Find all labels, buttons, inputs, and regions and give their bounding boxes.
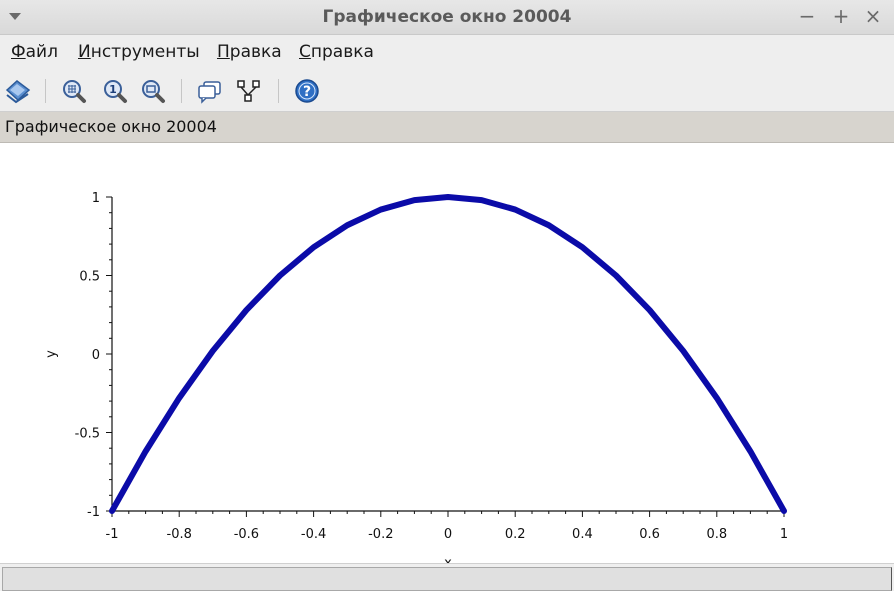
- menu-edit-mnemonic: П: [217, 42, 230, 62]
- x-tick-label: -0.2: [368, 527, 393, 542]
- menu-tools-label: нструменты: [90, 42, 200, 62]
- x-tick-label: -1: [106, 527, 119, 542]
- x-tick-label: 0.2: [505, 527, 526, 542]
- series-line: [109, 194, 787, 514]
- rotate-icon[interactable]: [4, 77, 32, 105]
- menu-tools-mnemonic: И: [78, 42, 91, 62]
- x-tick-label: -0.6: [234, 527, 259, 542]
- y-tick-label: -0.5: [75, 427, 100, 442]
- toolbar-separator: [45, 79, 46, 103]
- editor-icon[interactable]: [235, 77, 263, 105]
- x-tick-label: 0: [444, 527, 452, 542]
- svg-text:?: ?: [303, 84, 311, 100]
- toolbar: 1 ?: [0, 69, 894, 112]
- menu-tools[interactable]: Инструменты: [78, 35, 200, 69]
- y-tick-label: 0: [92, 348, 100, 363]
- menu-bar: Файл Инструменты Правка Справка: [0, 35, 894, 69]
- x-tick-label: 0.8: [706, 527, 727, 542]
- help-icon[interactable]: ?: [293, 77, 321, 105]
- minimize-button[interactable]: −: [798, 4, 816, 28]
- menu-help-mnemonic: С: [299, 42, 311, 62]
- x-tick-label: 0.4: [572, 527, 593, 542]
- y-tick-label: 1: [92, 191, 100, 206]
- x-tick-label: 0.6: [639, 527, 660, 542]
- menu-help-label: правка: [310, 42, 374, 62]
- window-title: Графическое окно 20004: [322, 7, 572, 27]
- toolbar-separator: [181, 79, 182, 103]
- menu-edit-label: равка: [229, 42, 282, 62]
- title-bar: Графическое окно 20004 − + ×: [0, 0, 894, 35]
- x-tick-label: 1: [780, 527, 788, 542]
- menu-file-mnemonic: Ф: [11, 42, 26, 62]
- message-field: [2, 567, 892, 591]
- zoom-out-icon[interactable]: [139, 77, 167, 105]
- zoom-original-icon[interactable]: 1: [101, 77, 129, 105]
- chart[interactable]: -1 -0.8 -0.6 -0.4 -0.2 0 0.2 0.4 0.6 0.8 1 1 0.5 0 -0.…: [0, 143, 894, 571]
- bottom-bar: [0, 563, 894, 591]
- menu-file-label: айл: [25, 42, 58, 62]
- close-button[interactable]: ×: [864, 4, 882, 28]
- menu-file[interactable]: Файл: [11, 35, 58, 69]
- menu-help[interactable]: Справка: [299, 35, 374, 69]
- x-tick-label: -0.8: [167, 527, 192, 542]
- x-tick-label: -0.4: [301, 527, 326, 542]
- svg-text:1: 1: [109, 83, 117, 96]
- zoom-in-icon[interactable]: [60, 77, 88, 105]
- info-bar-text: Графическое окно 20004: [5, 117, 217, 136]
- menu-edit[interactable]: Правка: [217, 35, 282, 69]
- x-axis-label: x: [444, 556, 452, 563]
- y-axis-label: y: [44, 350, 59, 358]
- window-menu-icon[interactable]: [9, 13, 21, 20]
- plot-canvas[interactable]: -1 -0.8 -0.6 -0.4 -0.2 0 0.2 0.4 0.6 0.8 1 1 0.5 0 -0.…: [0, 143, 894, 571]
- y-tick-label: -1: [87, 505, 100, 520]
- info-bar: Графическое окно 20004: [0, 112, 894, 143]
- datatip-icon[interactable]: [196, 77, 224, 105]
- toolbar-separator: [278, 79, 279, 103]
- y-tick-label: 0.5: [79, 270, 100, 285]
- maximize-button[interactable]: +: [832, 4, 850, 28]
